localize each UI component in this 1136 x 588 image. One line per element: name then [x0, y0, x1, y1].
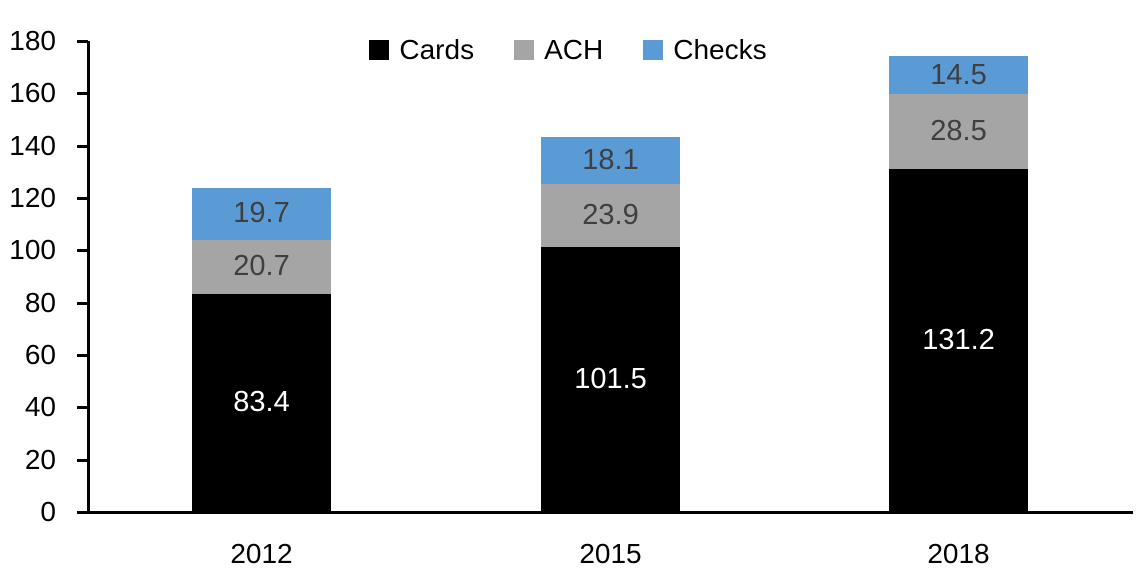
- y-axis-tick-label: 120: [9, 182, 56, 213]
- legend-label: Cards: [399, 34, 475, 65]
- y-axis-tick-label: 100: [9, 234, 56, 265]
- y-axis-tick: [77, 354, 88, 357]
- bar-2015: 101.5 23.9 18.1: [541, 137, 680, 512]
- y-axis-tick: [77, 145, 88, 148]
- legend-swatch-ach: [514, 40, 535, 60]
- y-axis-tick: [77, 197, 88, 200]
- y-axis-tick: [77, 249, 88, 252]
- data-label: 83.4: [233, 386, 290, 419]
- data-label: 18.1: [582, 144, 639, 177]
- y-axis-tick-label: 0: [40, 496, 56, 527]
- legend-label: ACH: [544, 34, 604, 65]
- y-axis-tick: [77, 92, 88, 95]
- y-axis-line: [87, 41, 90, 514]
- x-axis-label: 2015: [579, 538, 642, 569]
- y-axis-tick-label: 60: [24, 339, 56, 370]
- legend-swatch-cards: [369, 40, 390, 60]
- x-axis-label: 2018: [927, 538, 990, 569]
- data-label: 28.5: [930, 114, 987, 147]
- chart-legend: Cards ACH Checks: [0, 36, 1136, 64]
- data-label: 20.7: [233, 250, 290, 283]
- bar-segment-checks: 14.5: [889, 56, 1028, 95]
- x-axis-label: 2012: [230, 538, 293, 569]
- y-axis-tick-label: 80: [24, 287, 56, 318]
- y-axis-tick-label: 140: [9, 130, 56, 161]
- legend-swatch-checks: [643, 40, 664, 60]
- data-label: 23.9: [582, 199, 639, 232]
- legend-item-ach: ACH: [514, 36, 603, 64]
- bar-segment-cards: 83.4: [192, 293, 331, 512]
- data-label: 131.2: [922, 323, 995, 356]
- legend-label: Checks: [673, 34, 767, 65]
- data-label: 101.5: [574, 362, 647, 395]
- bar-segment-ach: 28.5: [889, 94, 1028, 169]
- legend-item-checks: Checks: [643, 34, 767, 65]
- data-label: 19.7: [233, 197, 290, 230]
- bar-segment-ach: 20.7: [192, 239, 331, 294]
- y-axis-tick-label: 40: [24, 391, 56, 422]
- y-axis-tick: [77, 511, 88, 514]
- y-axis-tick-label: 160: [9, 77, 56, 108]
- y-axis-tick-label: 180: [9, 25, 56, 56]
- data-label: 14.5: [930, 58, 987, 91]
- y-axis-tick-label: 20: [24, 444, 56, 475]
- y-axis-tick: [77, 459, 88, 462]
- bar-2018: 131.2 28.5 14.5: [889, 56, 1028, 512]
- bar-segment-cards: 131.2: [889, 168, 1028, 512]
- bar-segment-checks: 18.1: [541, 137, 680, 185]
- bar-2012: 83.4 20.7 19.7: [192, 188, 331, 512]
- bar-segment-cards: 101.5: [541, 246, 680, 512]
- legend-item-cards: Cards: [369, 36, 474, 64]
- y-axis-tick: [77, 406, 88, 409]
- y-axis-tick: [77, 40, 88, 43]
- y-axis-tick: [77, 302, 88, 305]
- bar-segment-checks: 19.7: [192, 188, 331, 240]
- bar-segment-ach: 23.9: [541, 184, 680, 247]
- x-axis-line: [87, 511, 1133, 514]
